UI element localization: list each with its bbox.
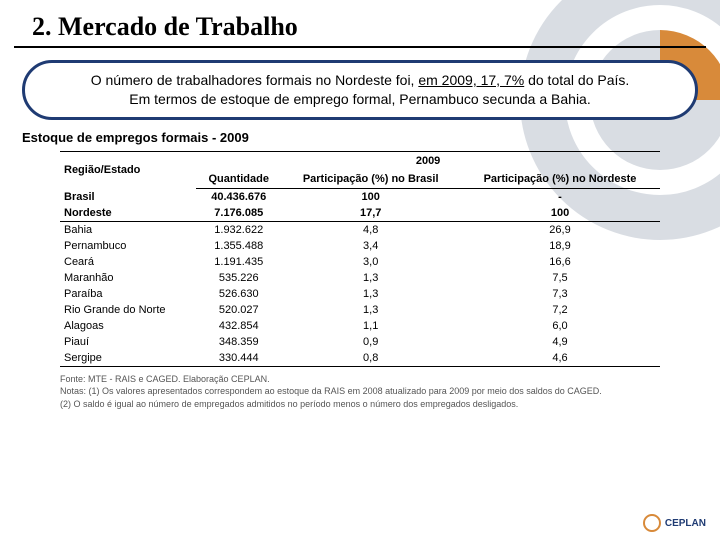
cell-qty: 526.630 (196, 286, 281, 302)
cell-br: 17,7 (281, 205, 460, 222)
table-row: Bahia1.932.6224,826,9 (60, 221, 660, 238)
callout-text-pre: O número de trabalhadores formais no Nor… (91, 72, 419, 88)
table-row: Pernambuco1.355.4883,418,9 (60, 238, 660, 254)
cell-br: 1,3 (281, 302, 460, 318)
table-row: Paraíba526.6301,37,3 (60, 286, 660, 302)
col-header-qty: Quantidade (196, 170, 281, 189)
col-header-part-ne: Participação (%) no Nordeste (460, 170, 660, 189)
cell-ne: 18,9 (460, 238, 660, 254)
cell-ne: 26,9 (460, 221, 660, 238)
footnote-source: Fonte: MTE - RAIS e CAGED. Elaboração CE… (60, 373, 660, 386)
cell-qty: 432.854 (196, 318, 281, 334)
table-row: Maranhão535.2261,37,5 (60, 270, 660, 286)
cell-br: 3,4 (281, 238, 460, 254)
table-row: Rio Grande do Norte520.0271,37,2 (60, 302, 660, 318)
cell-qty: 330.444 (196, 350, 281, 367)
col-header-part-br: Participação (%) no Brasil (281, 170, 460, 189)
callout-text-post: do total do País. (524, 72, 629, 88)
brand-logo: CEPLAN (643, 514, 706, 532)
table-row: Ceará1.191.4353,016,6 (60, 254, 660, 270)
footnote-1: Notas: (1) Os valores apresentados corre… (60, 385, 660, 398)
cell-qty: 1.191.435 (196, 254, 281, 270)
cell-ne: 4,6 (460, 350, 660, 367)
table-title: Estoque de empregos formais - 2009 (22, 130, 698, 145)
footnotes: Fonte: MTE - RAIS e CAGED. Elaboração CE… (60, 373, 660, 411)
table-row: Piauí348.3590,94,9 (60, 334, 660, 350)
cell-qty: 535.226 (196, 270, 281, 286)
callout-box: O número de trabalhadores formais no Nor… (22, 60, 698, 120)
cell-name: Alagoas (60, 318, 196, 334)
cell-name: Nordeste (60, 205, 196, 222)
cell-qty: 348.359 (196, 334, 281, 350)
cell-ne: 100 (460, 205, 660, 222)
cell-br: 4,8 (281, 221, 460, 238)
cell-br: 3,0 (281, 254, 460, 270)
page-title: 2. Mercado de Trabalho (14, 0, 706, 48)
cell-ne: 7,2 (460, 302, 660, 318)
cell-br: 1,3 (281, 286, 460, 302)
table-row: Brasil40.436.676100- (60, 188, 660, 205)
cell-name: Piauí (60, 334, 196, 350)
cell-qty: 40.436.676 (196, 188, 281, 205)
cell-name: Bahia (60, 221, 196, 238)
table-row: Sergipe330.4440,84,6 (60, 350, 660, 367)
cell-br: 0,8 (281, 350, 460, 367)
cell-name: Paraíba (60, 286, 196, 302)
cell-qty: 1.932.622 (196, 221, 281, 238)
cell-ne: - (460, 188, 660, 205)
cell-name: Rio Grande do Norte (60, 302, 196, 318)
cell-name: Maranhão (60, 270, 196, 286)
cell-ne: 6,0 (460, 318, 660, 334)
cell-qty: 520.027 (196, 302, 281, 318)
footnote-2: (2) O saldo é igual ao número de emprega… (60, 398, 660, 411)
logo-text: CEPLAN (665, 518, 706, 529)
callout-line-2: Em termos de estoque de emprego formal, … (47, 90, 673, 109)
cell-br: 1,1 (281, 318, 460, 334)
cell-name: Brasil (60, 188, 196, 205)
cell-br: 0,9 (281, 334, 460, 350)
cell-ne: 16,6 (460, 254, 660, 270)
cell-qty: 7.176.085 (196, 205, 281, 222)
cell-name: Ceará (60, 254, 196, 270)
cell-ne: 7,5 (460, 270, 660, 286)
cell-name: Sergipe (60, 350, 196, 367)
table-row: Alagoas432.8541,16,0 (60, 318, 660, 334)
table-row: Nordeste7.176.08517,7100 (60, 205, 660, 222)
cell-name: Pernambuco (60, 238, 196, 254)
cell-br: 100 (281, 188, 460, 205)
cell-ne: 4,9 (460, 334, 660, 350)
logo-icon (643, 514, 661, 532)
data-table: Região/Estado 2009 Quantidade Participaç… (60, 151, 660, 367)
callout-text-underline: em 2009, 17, 7% (418, 72, 524, 88)
callout-line-1: O número de trabalhadores formais no Nor… (47, 71, 673, 90)
col-header-year: 2009 (196, 151, 660, 170)
cell-ne: 7,3 (460, 286, 660, 302)
cell-qty: 1.355.488 (196, 238, 281, 254)
cell-br: 1,3 (281, 270, 460, 286)
col-header-region: Região/Estado (60, 151, 196, 188)
